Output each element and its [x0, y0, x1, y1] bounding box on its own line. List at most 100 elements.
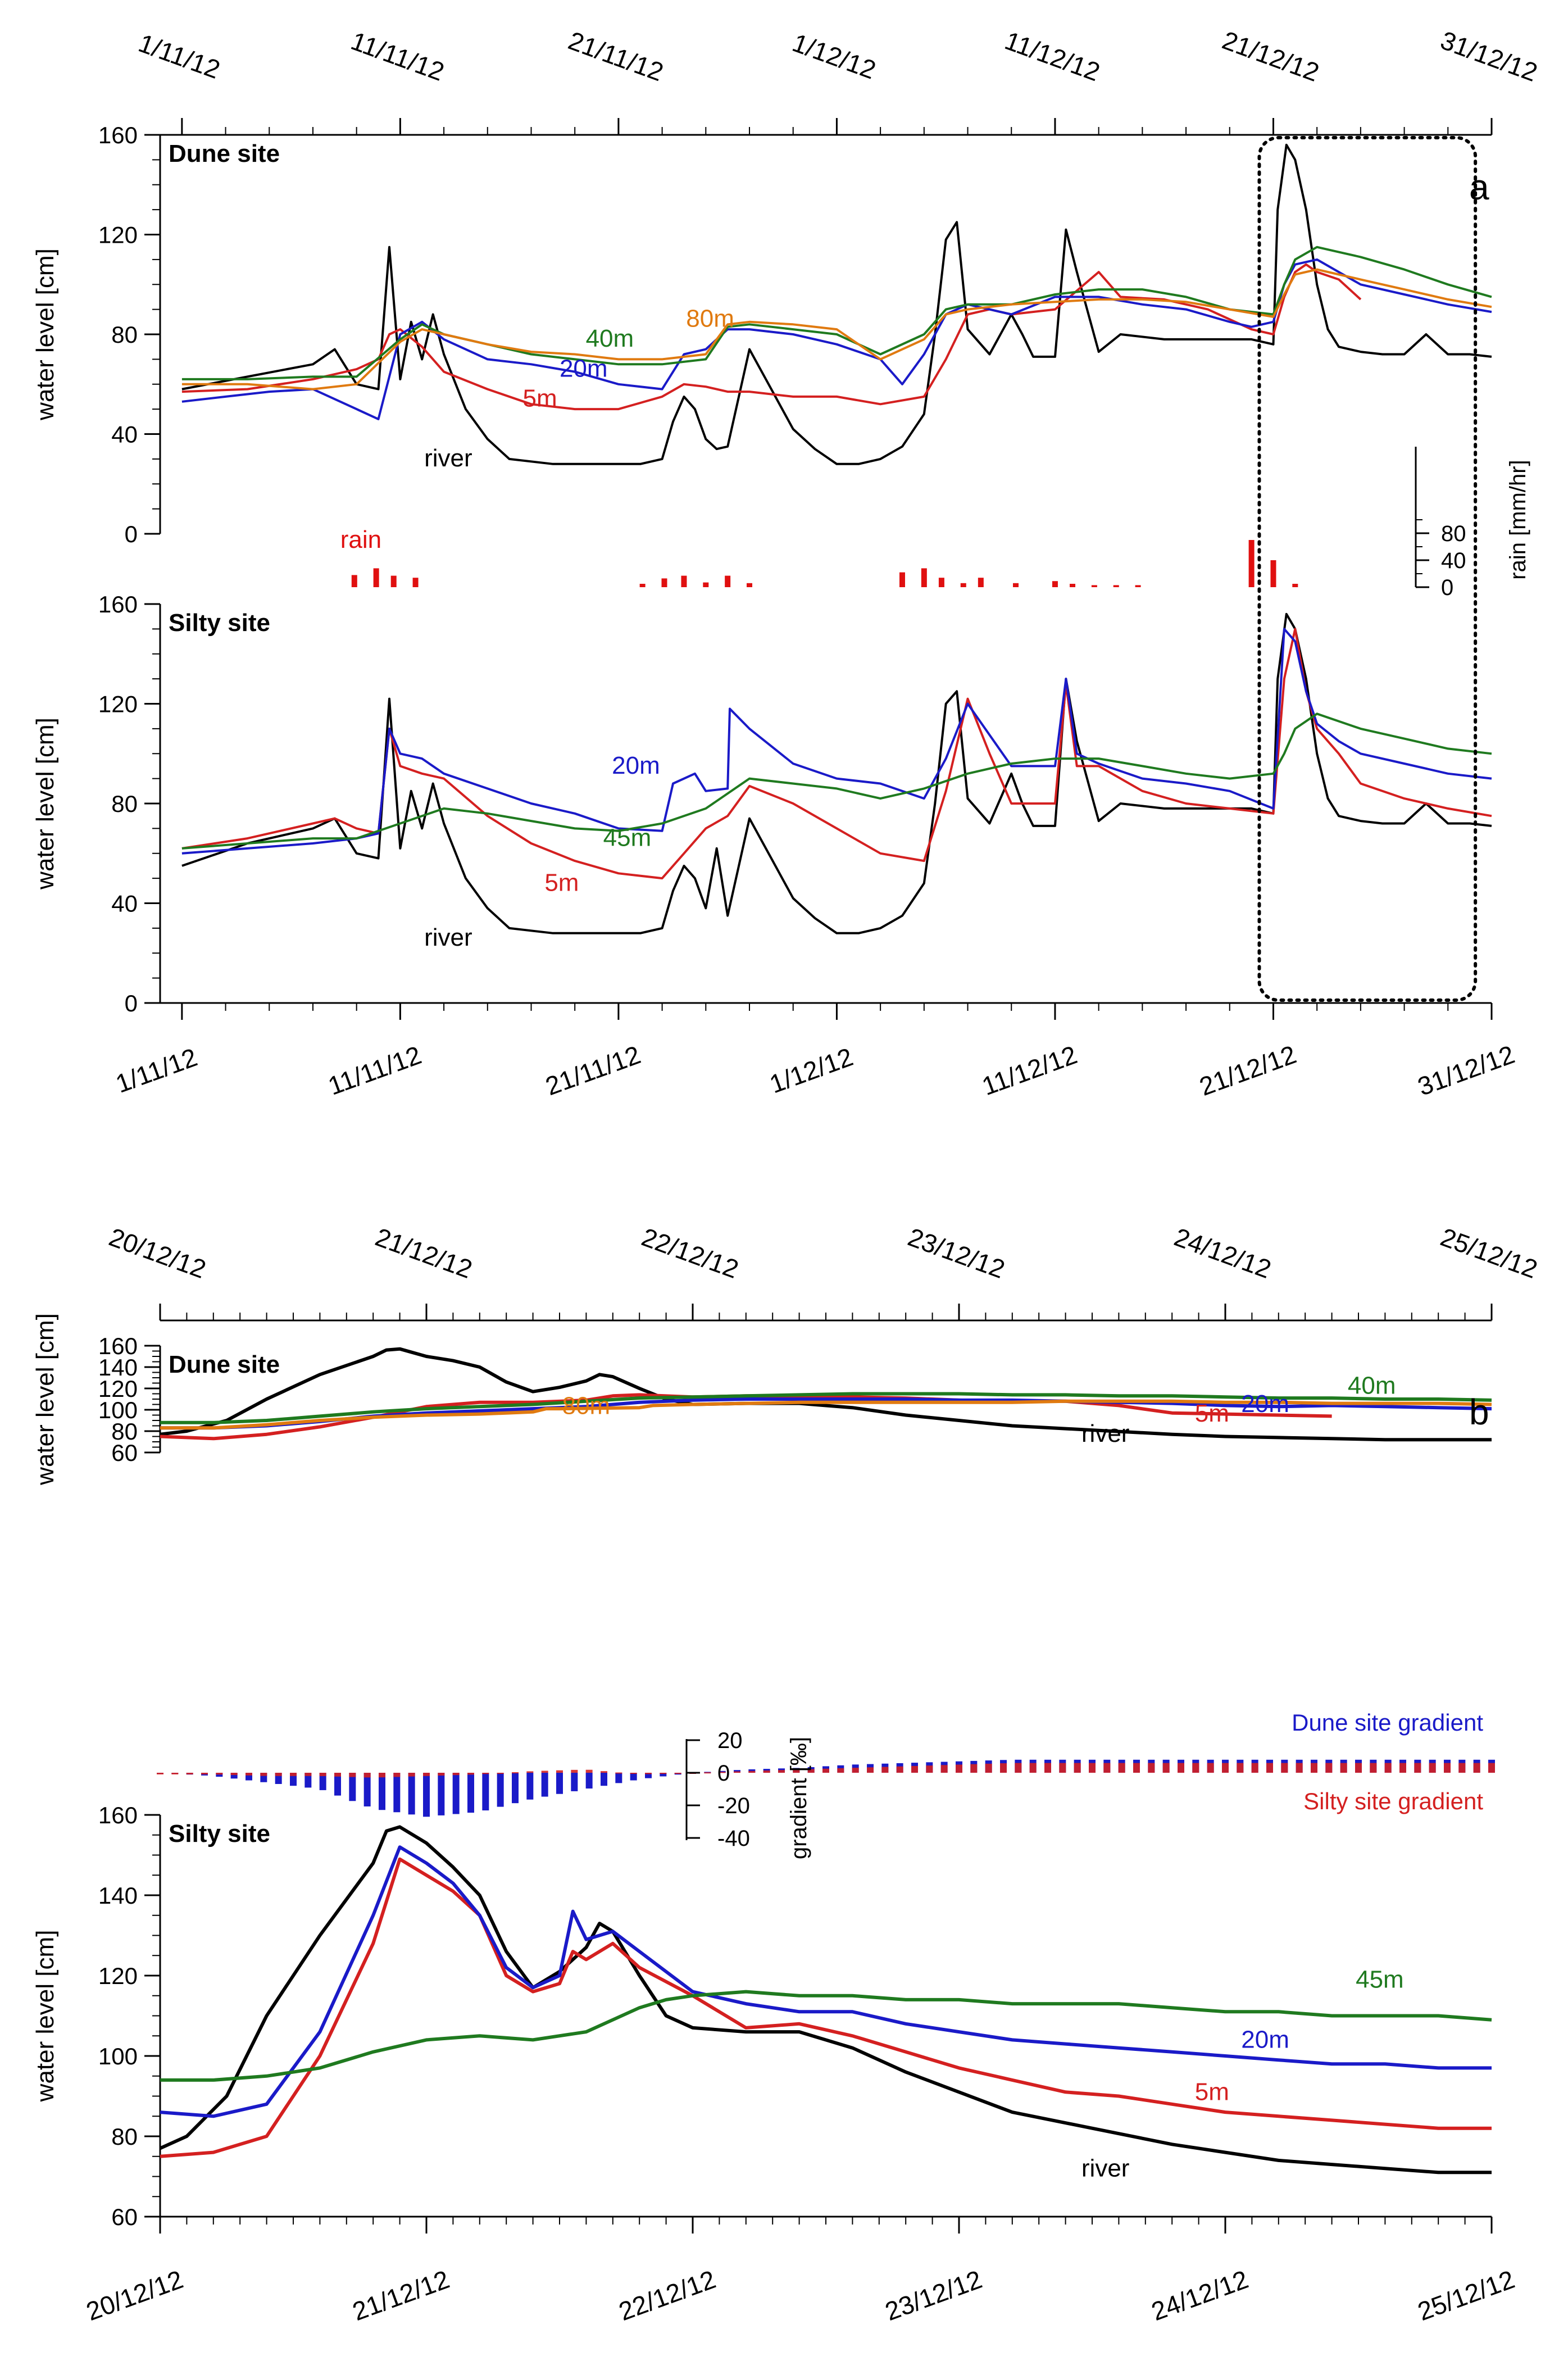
panel-a: 1/11/12 1/11/12 11/11/12 11/11/12 21/11/12 21…: [31, 25, 1541, 1101]
series-40m-line: [181, 246, 1492, 380]
series-river-line: [159, 1825, 1492, 2175]
silty-gradient-bar: [704, 1772, 711, 1774]
rain-bar: [1270, 560, 1276, 587]
silty-gradient-bar: [1296, 1763, 1303, 1773]
rain-bar: [703, 582, 709, 587]
subplot-title: Dune site: [169, 140, 280, 167]
silty-gradient-bar: [467, 1773, 474, 1775]
silty-gradient-bar: [852, 1768, 859, 1773]
gradient-tick-label: 0: [717, 1761, 730, 1786]
silty-gradient-bar: [734, 1771, 740, 1773]
gradient-tick-label: -20: [717, 1794, 750, 1818]
silty-gradient-bar: [1029, 1763, 1037, 1773]
label-45m: 45m: [1356, 1965, 1404, 1993]
y-tick-label: 120: [98, 222, 138, 248]
silty-gradient-bar: [1355, 1763, 1362, 1773]
rain-bar: [978, 578, 984, 587]
y-tick-label: 120: [98, 1376, 138, 1402]
label-20m: 20m: [1241, 2026, 1289, 2054]
silty-gradient-bar: [1458, 1763, 1466, 1773]
silty-gradient-bar: [1178, 1763, 1184, 1773]
top-tick-label: 20/12/12: [105, 1222, 210, 1284]
silty-gradient-bar: [393, 1773, 401, 1777]
dune-gradient-bar: [349, 1773, 356, 1801]
silty-gradient-bar: [157, 1773, 163, 1774]
y-tick-label: 140: [98, 1882, 138, 1909]
silty-gradient-bar: [1488, 1763, 1495, 1773]
subplot-title: Dune site: [169, 1351, 280, 1378]
rain-bar: [747, 583, 753, 587]
rain-bar: [1052, 581, 1058, 587]
y-tick-label: 140: [98, 1354, 138, 1381]
series-20m-line: [181, 258, 1492, 420]
rain-bar: [899, 572, 905, 587]
silty-gradient-bar: [541, 1771, 548, 1773]
silty-gradient-bar: [1118, 1763, 1125, 1773]
rain-bar: [1013, 583, 1019, 587]
top-tick-label: 11/12/12: [1001, 25, 1104, 87]
y-tick-label: 80: [111, 1418, 138, 1445]
label-45m: 45m: [603, 824, 652, 851]
series-40m-line: [160, 1392, 1492, 1424]
top-tick-label: 22/12/12: [638, 1222, 742, 1284]
silty-gradient-bar: [1222, 1763, 1229, 1773]
y-axis-label: water level [cm]: [31, 718, 59, 890]
silty-gradient-bar: [1162, 1763, 1170, 1773]
dune-gradient-bar: [393, 1773, 401, 1813]
silty-gradient-bar: [896, 1766, 903, 1773]
label-20m: 20m: [560, 355, 608, 382]
silty-gradient-bar: [1444, 1763, 1451, 1773]
bottom-tick-label: 21/12/12: [1196, 1039, 1300, 1101]
silty-gradient-bar: [452, 1773, 460, 1776]
top-tick-label: 1/12/12: [789, 28, 880, 84]
silty-gradient-legend: Silty site gradient: [1303, 1788, 1483, 1814]
silty-gradient-bar: [319, 1773, 326, 1776]
dune-gradient-bar: [379, 1773, 385, 1810]
silty-gradient-bar: [1399, 1763, 1406, 1773]
label-40m: 40m: [1348, 1372, 1396, 1400]
rain-bar: [412, 578, 419, 587]
silty-gradient-bar: [186, 1773, 193, 1774]
y-tick-label: 80: [111, 2123, 138, 2150]
top-tick-label: 31/12/12: [1437, 25, 1541, 87]
silty-gradient-bar: [1266, 1763, 1273, 1773]
rain-bar: [1113, 585, 1119, 587]
bottom-tick-label: 23/12/12: [881, 2264, 986, 2326]
silty-gradient-bar: [719, 1772, 726, 1773]
silty-gradient-bar: [512, 1772, 519, 1774]
y-axis-label: water level [cm]: [31, 1930, 59, 2103]
rain-axis-label: rain [mm/hr]: [1506, 460, 1530, 579]
top-tick-label: 23/12/12: [904, 1222, 1008, 1284]
rain-tick-label: 40: [1441, 548, 1466, 573]
silty-gradient-bar: [230, 1773, 238, 1776]
series-45m-line: [160, 1990, 1492, 2082]
series-river-line: [181, 143, 1492, 465]
silty-gradient-bar: [1103, 1763, 1111, 1773]
y-tick-label: 160: [98, 591, 138, 618]
label-20m: 20m: [1241, 1390, 1289, 1418]
silty-gradient-bar: [970, 1764, 978, 1773]
panel-letter: a: [1469, 167, 1489, 207]
silty-gradient-bar: [660, 1773, 667, 1774]
dune-gradient-bar: [319, 1773, 326, 1790]
rain-bar: [1135, 585, 1141, 587]
rain-bar: [1248, 540, 1255, 587]
dune-gradient-bar: [630, 1773, 637, 1781]
y-axis-label: water level [cm]: [31, 1313, 59, 1486]
rain-bar: [639, 584, 646, 587]
y-tick-label: 80: [111, 321, 138, 348]
dune-gradient-bar: [467, 1773, 474, 1813]
dune-gradient-bar: [660, 1773, 667, 1777]
silty-gradient-bar: [793, 1769, 800, 1773]
silty-gradient-bar: [956, 1764, 962, 1773]
dune-gradient-bar: [482, 1773, 489, 1811]
silty-gradient-bar: [171, 1773, 179, 1774]
rain-bar: [725, 575, 731, 587]
label-river: river: [424, 444, 472, 472]
label-5m: 5m: [544, 869, 579, 896]
dune-gradient-bar: [512, 1773, 519, 1804]
top-tick-label: 21/11/12: [565, 25, 667, 87]
silty-gradient-bar: [349, 1773, 356, 1777]
label-river: river: [1081, 2155, 1130, 2182]
silty-gradient-bar: [438, 1773, 445, 1776]
